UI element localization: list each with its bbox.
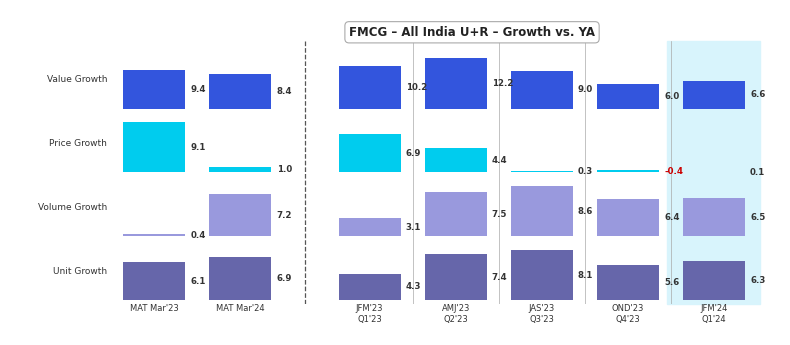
Bar [425,148,487,172]
Text: 4.3: 4.3 [406,283,421,292]
Text: Value Growth: Value Growth [47,75,107,84]
Text: 5.6: 5.6 [664,278,679,287]
Text: 9.0: 9.0 [578,85,593,95]
Text: JAS'23
Q3'23: JAS'23 Q3'23 [529,304,555,324]
Bar [209,74,272,109]
Text: 8.4: 8.4 [276,87,292,96]
Bar [597,265,659,300]
Text: MAT Mar'23: MAT Mar'23 [130,304,179,313]
Bar [511,71,573,109]
Text: 6.9: 6.9 [276,274,292,283]
Text: 6.5: 6.5 [750,213,766,222]
Text: MAT Mar'24: MAT Mar'24 [216,304,265,313]
Text: 7.2: 7.2 [276,211,292,220]
Text: 10.2: 10.2 [406,83,427,92]
Text: 0.1: 0.1 [750,168,766,177]
Bar [597,170,659,172]
Text: Unit Growth: Unit Growth [53,267,107,276]
Bar [425,58,487,109]
Text: AMJ'23
Q2'23: AMJ'23 Q2'23 [442,304,470,324]
Text: JFM'23
Q1'23: JFM'23 Q1'23 [356,304,383,324]
Bar [209,194,272,236]
Bar [123,234,186,236]
Text: Price Growth: Price Growth [49,139,107,148]
Bar [339,218,401,236]
Bar [425,254,487,300]
Bar [123,70,186,109]
Text: -0.4: -0.4 [664,167,683,176]
Text: 9.1: 9.1 [190,143,206,152]
Bar [511,171,573,172]
Text: 6.4: 6.4 [664,213,679,222]
Bar [123,262,186,300]
Bar [123,122,186,172]
Text: 9.4: 9.4 [190,85,206,93]
Bar [209,257,272,300]
Text: 6.1: 6.1 [190,277,206,286]
Bar [511,250,573,300]
Text: 0.3: 0.3 [578,167,593,176]
Text: 6.6: 6.6 [750,90,766,99]
Bar [209,167,272,172]
Bar [597,199,659,236]
Text: JFM'24
Q1'24: JFM'24 Q1'24 [700,304,728,324]
Text: OND'23
Q4'23: OND'23 Q4'23 [611,304,644,324]
Bar [339,134,401,172]
Text: 6.3: 6.3 [750,276,766,285]
Bar [339,274,401,300]
Text: FMCG – All India U+R – Growth vs. YA: FMCG – All India U+R – Growth vs. YA [349,26,595,39]
Bar [683,81,745,109]
Text: 3.1: 3.1 [406,223,421,232]
Text: 0.4: 0.4 [190,231,206,240]
Text: 7.5: 7.5 [492,210,507,219]
Bar [511,186,573,236]
Text: 8.1: 8.1 [578,270,593,279]
Bar [683,261,745,300]
Text: 6.9: 6.9 [406,149,421,158]
Text: 4.4: 4.4 [492,156,507,165]
Bar [425,192,487,236]
Text: Volume Growth: Volume Growth [38,203,107,212]
Text: 7.4: 7.4 [492,273,507,282]
Bar [683,198,745,236]
Text: 6.0: 6.0 [664,91,679,101]
Bar [339,66,401,109]
Text: 8.6: 8.6 [578,207,593,216]
Text: 1.0: 1.0 [276,165,292,174]
Bar [668,41,761,304]
Text: 12.2: 12.2 [492,79,514,88]
Bar [597,83,659,109]
